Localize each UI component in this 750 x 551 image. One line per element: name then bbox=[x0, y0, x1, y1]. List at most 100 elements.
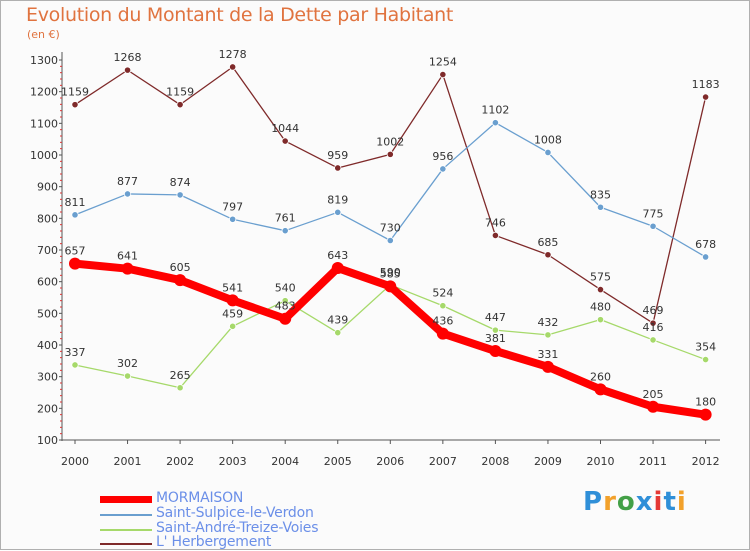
data-label: 1044 bbox=[271, 122, 299, 135]
data-label: 1159 bbox=[61, 86, 89, 99]
logo-letter: t bbox=[663, 487, 677, 517]
x-tick-label: 2003 bbox=[219, 455, 247, 468]
y-tick-label: 1200 bbox=[30, 86, 58, 99]
data-label: 416 bbox=[643, 321, 664, 334]
data-point bbox=[229, 322, 237, 330]
legend-swatch bbox=[100, 543, 152, 545]
data-point bbox=[123, 66, 132, 74]
data-point bbox=[386, 236, 394, 245]
data-label: 877 bbox=[117, 175, 138, 188]
data-label: 1278 bbox=[219, 48, 247, 61]
data-point bbox=[649, 336, 657, 344]
data-point bbox=[544, 331, 552, 339]
legend-label: L' Herbergement bbox=[156, 534, 272, 550]
data-point bbox=[123, 372, 132, 380]
data-point bbox=[176, 191, 184, 199]
data-label: 265 bbox=[170, 369, 191, 382]
data-label: 447 bbox=[485, 311, 506, 324]
data-point bbox=[596, 285, 605, 294]
data-point bbox=[594, 383, 607, 396]
x-tick-label: 2007 bbox=[429, 455, 457, 468]
x-tick-label: 2006 bbox=[376, 455, 404, 468]
data-label: 575 bbox=[590, 271, 611, 284]
x-tick-label: 2001 bbox=[114, 455, 142, 468]
y-tick-label: 800 bbox=[37, 212, 58, 225]
data-label: 354 bbox=[695, 341, 716, 354]
y-tick-label: 100 bbox=[37, 434, 58, 447]
data-point bbox=[281, 297, 289, 305]
logo-letter: i bbox=[653, 487, 664, 517]
x-tick-label: 2009 bbox=[534, 455, 562, 468]
x-tick-label: 2011 bbox=[639, 455, 667, 468]
data-point bbox=[701, 253, 710, 261]
data-label: 459 bbox=[222, 307, 243, 320]
legend-swatch bbox=[100, 529, 152, 531]
data-point bbox=[541, 360, 554, 373]
data-label: 678 bbox=[695, 238, 716, 251]
legend-label: MORMAISON bbox=[156, 490, 244, 506]
data-label: 685 bbox=[537, 236, 558, 249]
data-label: 643 bbox=[327, 249, 348, 262]
data-label: 302 bbox=[117, 357, 138, 370]
data-label: 524 bbox=[432, 287, 453, 300]
x-tick-label: 2012 bbox=[692, 455, 720, 468]
legend-swatch bbox=[100, 514, 152, 516]
y-tick-label: 500 bbox=[37, 307, 58, 320]
logo-letter: x bbox=[635, 487, 654, 517]
data-label: 540 bbox=[275, 282, 296, 295]
data-label: 205 bbox=[643, 388, 664, 401]
data-label: 1183 bbox=[692, 78, 720, 91]
chart-title: Evolution du Montant de la Dette par Hab… bbox=[26, 4, 454, 26]
data-label: 959 bbox=[327, 149, 348, 162]
data-label: 180 bbox=[695, 396, 716, 409]
data-point bbox=[229, 215, 237, 223]
data-label: 436 bbox=[432, 315, 453, 328]
logo-letter: P bbox=[583, 487, 604, 517]
data-label: 797 bbox=[222, 200, 243, 213]
data-label: 956 bbox=[432, 150, 453, 163]
y-tick-label: 1000 bbox=[30, 149, 58, 162]
data-point bbox=[71, 101, 79, 109]
data-label: 761 bbox=[275, 212, 296, 225]
data-point bbox=[226, 294, 239, 307]
data-label: 775 bbox=[643, 207, 664, 220]
y-tick-label: 400 bbox=[37, 339, 58, 352]
y-tick-label: 900 bbox=[37, 181, 58, 194]
data-point bbox=[701, 355, 710, 364]
data-point bbox=[489, 345, 502, 358]
data-label: 439 bbox=[327, 314, 348, 327]
proxiti-logo: Proxiti bbox=[583, 487, 687, 517]
data-point bbox=[439, 70, 447, 79]
data-point bbox=[386, 150, 394, 158]
logo-letter: o bbox=[616, 487, 636, 517]
data-point bbox=[384, 280, 397, 293]
data-point bbox=[123, 190, 132, 198]
data-point bbox=[69, 257, 81, 270]
data-label: 480 bbox=[590, 301, 611, 314]
x-tick-label: 2000 bbox=[61, 455, 89, 468]
data-point bbox=[649, 319, 657, 327]
data-label: 337 bbox=[65, 346, 86, 359]
data-point bbox=[174, 274, 187, 287]
data-point bbox=[229, 63, 237, 71]
data-point bbox=[544, 251, 552, 259]
data-label: 1159 bbox=[166, 86, 194, 99]
data-point bbox=[281, 227, 289, 235]
y-tick-label: 700 bbox=[37, 244, 58, 257]
data-point bbox=[71, 361, 79, 369]
data-label: 641 bbox=[117, 250, 138, 263]
data-point bbox=[331, 262, 344, 275]
data-point bbox=[176, 384, 184, 392]
data-point bbox=[699, 408, 712, 421]
data-point bbox=[491, 326, 499, 334]
data-point bbox=[121, 262, 134, 275]
data-label: 1254 bbox=[429, 56, 457, 69]
data-point bbox=[439, 165, 447, 173]
x-tick-label: 2008 bbox=[481, 455, 509, 468]
x-tick-label: 2005 bbox=[324, 455, 352, 468]
y-tick-label: 1100 bbox=[30, 117, 58, 130]
y-tick-label: 300 bbox=[37, 371, 58, 384]
data-point bbox=[647, 400, 660, 413]
